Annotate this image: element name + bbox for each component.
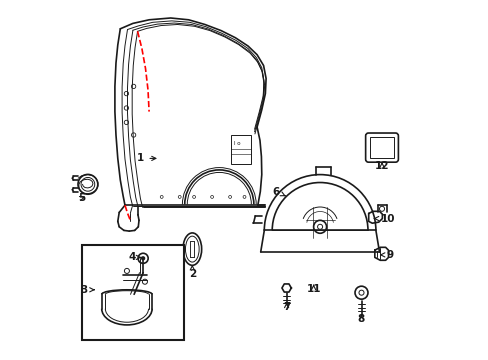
Text: l o: l o [234,141,240,147]
Circle shape [141,256,145,261]
FancyBboxPatch shape [365,133,398,162]
Text: 7: 7 [283,302,290,312]
Text: 12: 12 [374,161,388,171]
Bar [369,137,393,158]
Text: 3: 3 [81,285,94,295]
Text: 8: 8 [357,314,365,324]
Text: 11: 11 [306,284,320,294]
Text: 2: 2 [188,266,196,279]
Bar [231,135,250,164]
Text: 6: 6 [272,186,285,197]
Text: 10: 10 [374,213,394,224]
Bar [190,241,194,257]
Text: 5: 5 [78,193,85,203]
Text: 4: 4 [128,252,141,262]
Ellipse shape [183,233,201,265]
Text: 9: 9 [380,250,393,260]
Text: 1: 1 [137,153,156,163]
Bar [81,245,184,340]
